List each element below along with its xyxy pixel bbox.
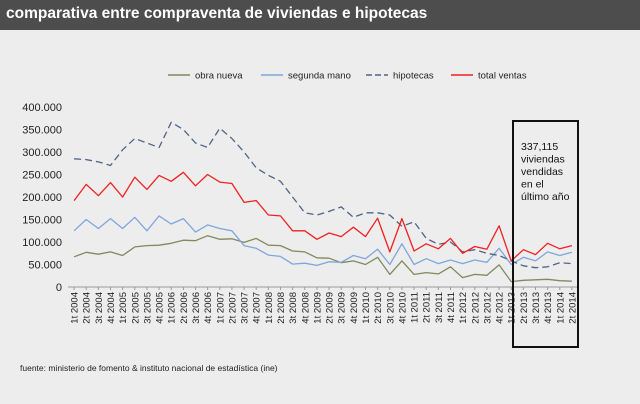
x-tick-label: 1t 2010 xyxy=(361,292,372,324)
y-tick-label: 200.000 xyxy=(22,192,62,204)
annotation-text: último año xyxy=(521,191,570,203)
y-tick-label: 100.000 xyxy=(22,237,62,249)
x-tick-label: 3t 2007 xyxy=(240,292,251,324)
annotation-text: en el xyxy=(521,179,544,191)
x-tick-label: 1t 2014 xyxy=(555,292,566,324)
x-tick-label: 2t 2004 xyxy=(82,292,93,324)
x-tick-label: 4t 2007 xyxy=(252,292,263,324)
x-tick-label: 2t 2006 xyxy=(179,292,190,324)
x-tick-label: 4t 2004 xyxy=(106,292,117,324)
y-tick-label: 250.000 xyxy=(22,170,62,182)
x-tick-label: 3t 2006 xyxy=(191,292,202,324)
x-tick-label: 4t 2005 xyxy=(155,292,166,324)
source-note: fuente: ministerio de fomento & institut… xyxy=(20,363,278,373)
legend-label: total ventas xyxy=(478,71,527,82)
legend-label: segunda mano xyxy=(288,71,351,82)
legend-label: hipotecas xyxy=(393,71,434,82)
y-tick-label: 400.000 xyxy=(22,102,62,114)
x-tick-label: 3t 2010 xyxy=(385,292,396,324)
x-tick-label: 2t 2007 xyxy=(227,292,238,324)
x-tick-label: 4t 2012 xyxy=(495,292,506,324)
x-tick-label: 1t 2005 xyxy=(118,292,129,324)
y-tick-label: 150.000 xyxy=(22,215,62,227)
x-tick-label: 3t 2009 xyxy=(337,292,348,324)
x-tick-label: 2t 2013 xyxy=(519,292,530,324)
annotation-text: vendidas xyxy=(521,166,563,178)
x-tick-label: 1t 2012 xyxy=(458,292,469,324)
x-tick-label: 2t 2009 xyxy=(325,292,336,324)
page-title: comparativa entre compraventa de viviend… xyxy=(6,5,427,23)
x-tick-label: 1t 2008 xyxy=(264,292,275,324)
x-tick-label: 1t 2006 xyxy=(167,292,178,324)
x-tick-label: 1t 2007 xyxy=(215,292,226,324)
x-tick-label: 3t 2004 xyxy=(94,292,105,324)
y-tick-label: 300.000 xyxy=(22,147,62,159)
x-tick-label: 4t 2010 xyxy=(397,292,408,324)
title-bar: comparativa entre compraventa de viviend… xyxy=(0,0,640,30)
y-tick-label: 0 xyxy=(56,282,62,294)
y-tick-label: 50.000 xyxy=(28,260,62,272)
x-tick-label: 3t 2012 xyxy=(482,292,493,324)
x-tick-label: 2t 2008 xyxy=(276,292,287,324)
legend-label: obra nueva xyxy=(195,71,243,82)
series-line-total-ventas xyxy=(74,172,572,261)
x-tick-label: 1t 2009 xyxy=(312,292,323,324)
x-tick-label: 3t 2011 xyxy=(434,292,445,323)
annotation-text: viviendas xyxy=(521,154,565,166)
x-tick-label: 4t 2006 xyxy=(203,292,214,324)
x-tick-label: 4t 2008 xyxy=(300,292,311,324)
y-tick-label: 350.000 xyxy=(22,125,62,137)
x-tick-label: 4t 2011 xyxy=(446,292,457,323)
x-tick-label: 4t 2013 xyxy=(543,292,554,324)
x-tick-label: 3t 2008 xyxy=(288,292,299,324)
chart-container: 0 50.000 100.000 150.000 200.000 250.000 300.0… xyxy=(0,30,640,360)
x-tick-label: 1t 2004 xyxy=(70,292,81,324)
x-tick-label: 2t 2005 xyxy=(130,292,141,324)
line-chart: 0 50.000 100.000 150.000 200.000 250.000 300.0… xyxy=(0,30,640,360)
x-tick-label: 2t 2012 xyxy=(470,292,481,324)
x-tick-label: 2t 2014 xyxy=(567,292,578,324)
x-tick-label: 3t 2005 xyxy=(142,292,153,324)
x-tick-label: 2t 2010 xyxy=(373,292,384,324)
x-tick-label: 3t 2013 xyxy=(531,292,542,324)
x-tick-label: 1t 2011 xyxy=(410,292,421,323)
x-tick-label: 2t 2011 xyxy=(422,292,433,323)
annotation-text: 337,115 xyxy=(521,141,558,153)
x-tick-label: 4t 2009 xyxy=(349,292,360,324)
series-line-obra-nueva xyxy=(74,236,572,282)
